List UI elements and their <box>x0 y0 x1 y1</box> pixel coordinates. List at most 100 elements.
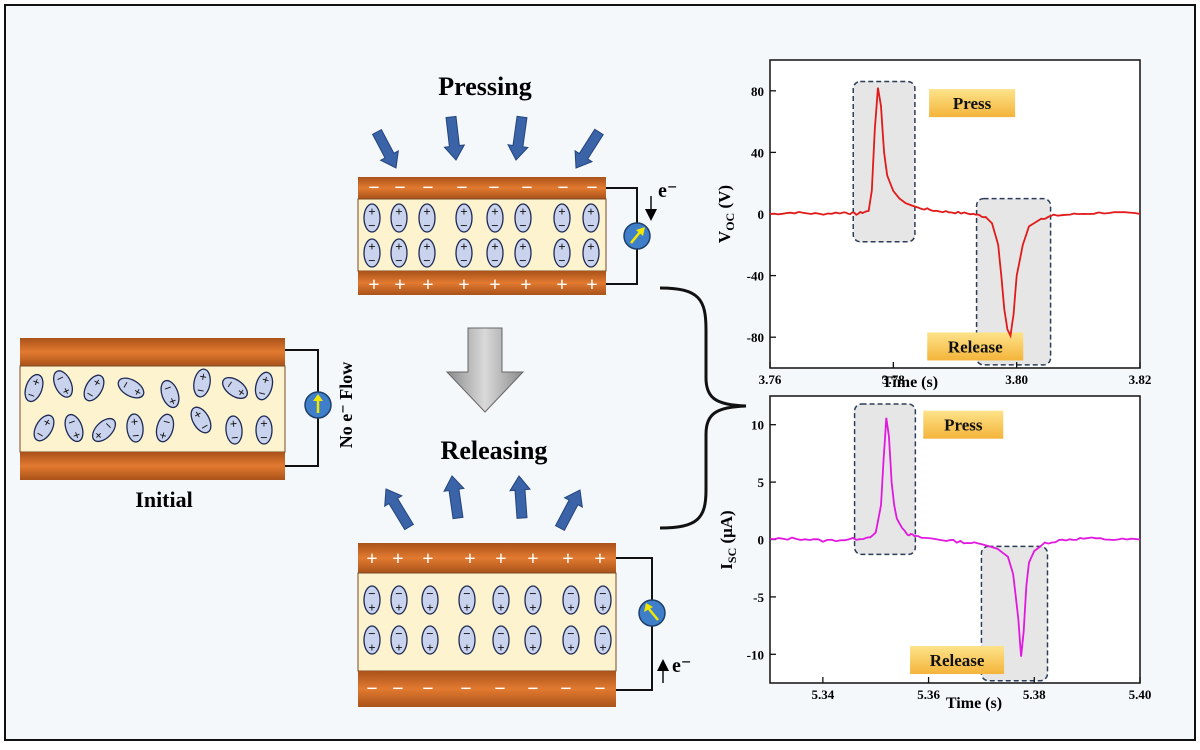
annotation-callout <box>910 646 1005 675</box>
svg-text:+: + <box>463 640 470 655</box>
isc-x-label: Time (s) <box>946 695 1002 712</box>
annotation-label: Release <box>930 651 985 670</box>
y-tick-label: 0 <box>758 533 765 548</box>
svg-text:−: − <box>491 253 498 268</box>
svg-text:−: − <box>260 430 267 445</box>
svg-text:+: + <box>460 239 467 254</box>
surface-charge: + <box>556 274 567 296</box>
surface-charge: − <box>392 678 403 700</box>
dipole-icon: +− <box>390 203 408 233</box>
svg-text:+: + <box>519 204 526 219</box>
dipole-icon: +− <box>225 415 243 445</box>
svg-text:−: − <box>368 626 375 641</box>
release-arrows <box>384 475 583 532</box>
svg-text:+: + <box>599 600 606 615</box>
dipole-icon: +− <box>418 203 436 233</box>
svg-text:+: + <box>558 204 565 219</box>
x-tick-label: 5.34 <box>811 687 834 702</box>
svg-text:+: + <box>260 372 271 388</box>
dipole-icon: −+ <box>363 625 381 655</box>
voc-series-line <box>769 87 1141 339</box>
svg-text:−: − <box>230 430 239 446</box>
force-arrow-icon <box>443 115 466 161</box>
isc-chart: Press Release 5.34 5.36 5.38 5.40 10 5 0 -5 -10 T… <box>717 395 1151 712</box>
surface-charge: − <box>422 678 433 700</box>
svg-text:−: − <box>423 218 430 233</box>
svg-text:+: + <box>368 600 375 615</box>
dipole-icon: +− <box>126 413 144 443</box>
highlight-region <box>975 197 1052 366</box>
surface-charge: + <box>458 274 469 296</box>
surface-charge: − <box>394 177 405 199</box>
svg-text:+: + <box>229 416 238 432</box>
curly-brace <box>659 286 747 530</box>
dipole-icon: −+ <box>155 414 175 443</box>
svg-text:+: + <box>426 640 433 655</box>
force-arrow-icon <box>574 128 604 169</box>
initial-label: Initial <box>135 487 192 512</box>
dipole-icon: +− <box>582 238 600 268</box>
y-tick-label: 5 <box>758 475 765 490</box>
surface-charge: + <box>392 548 403 570</box>
annotation-label: Press <box>953 94 992 113</box>
svg-text:−: − <box>497 626 504 641</box>
svg-text:−: − <box>463 586 470 601</box>
voc-x-label: Time (s) <box>882 374 938 391</box>
x-tick-label: 3.76 <box>759 372 782 387</box>
svg-text:+: + <box>497 600 504 615</box>
surface-charge: − <box>368 177 379 199</box>
svg-text:+: + <box>395 640 402 655</box>
surface-charge: + <box>586 274 597 296</box>
dipole-icon: −+ <box>64 414 84 443</box>
dipole-icon: −+ <box>390 625 408 655</box>
dipole-icon: −+ <box>594 585 612 615</box>
dipole-icon: −+ <box>458 625 476 655</box>
dipole-icon: −+ <box>524 625 542 655</box>
svg-text:−: − <box>519 218 526 233</box>
svg-text:+: + <box>567 600 574 615</box>
releasing-ammeter-icon <box>638 599 666 627</box>
surface-charge: − <box>594 678 605 700</box>
dipole-icon: −+ <box>458 585 476 615</box>
dipole-icon: −+ <box>221 377 249 400</box>
top-electrode <box>20 338 285 366</box>
wire-bottom <box>285 418 319 467</box>
x-tick-label: 3.82 <box>1129 372 1152 387</box>
dipole-icon: −+ <box>117 377 146 399</box>
pressing-dipoles: +−+−+−+−+−+−+−+−+−+−+−+−+−+−+−+− <box>363 203 600 268</box>
surface-charge: − <box>456 177 467 199</box>
dipole-icon: −+ <box>52 370 74 399</box>
dipole-icon: +− <box>514 238 532 268</box>
surface-charge: + <box>527 548 538 570</box>
svg-text:+: + <box>395 239 402 254</box>
dipole-icon: +− <box>33 414 55 443</box>
force-arrow-icon <box>554 489 583 532</box>
dipole-icon: −+ <box>363 585 381 615</box>
press-arrows <box>371 115 604 169</box>
svg-text:−: − <box>368 218 375 233</box>
svg-text:−: − <box>368 586 375 601</box>
surface-charge: + <box>489 274 500 296</box>
svg-text:−: − <box>426 586 433 601</box>
pressing-bottom-charges: + + + + + + + + <box>368 274 597 296</box>
svg-text:+: + <box>587 239 594 254</box>
releasing-wire-bottom <box>616 626 653 691</box>
svg-text:+: + <box>260 416 267 431</box>
annotation-callout <box>923 410 1004 439</box>
svg-text:−: − <box>257 385 268 401</box>
ammeter-icon <box>304 391 332 419</box>
svg-text:−: − <box>368 253 375 268</box>
y-tick-label: 80 <box>751 84 764 99</box>
pressing-ammeter-icon <box>623 222 651 250</box>
dipole-icon: +− <box>83 374 105 403</box>
svg-text:+: + <box>368 239 375 254</box>
x-tick-label: 3.78 <box>882 372 905 387</box>
y-tick-label: 10 <box>751 418 764 433</box>
surface-charge: + <box>394 274 405 296</box>
svg-text:−: − <box>599 626 606 641</box>
surface-charge: + <box>495 548 506 570</box>
svg-text:−: − <box>497 586 504 601</box>
svg-text:−: − <box>587 253 594 268</box>
y-tick-label: 0 <box>758 207 765 222</box>
